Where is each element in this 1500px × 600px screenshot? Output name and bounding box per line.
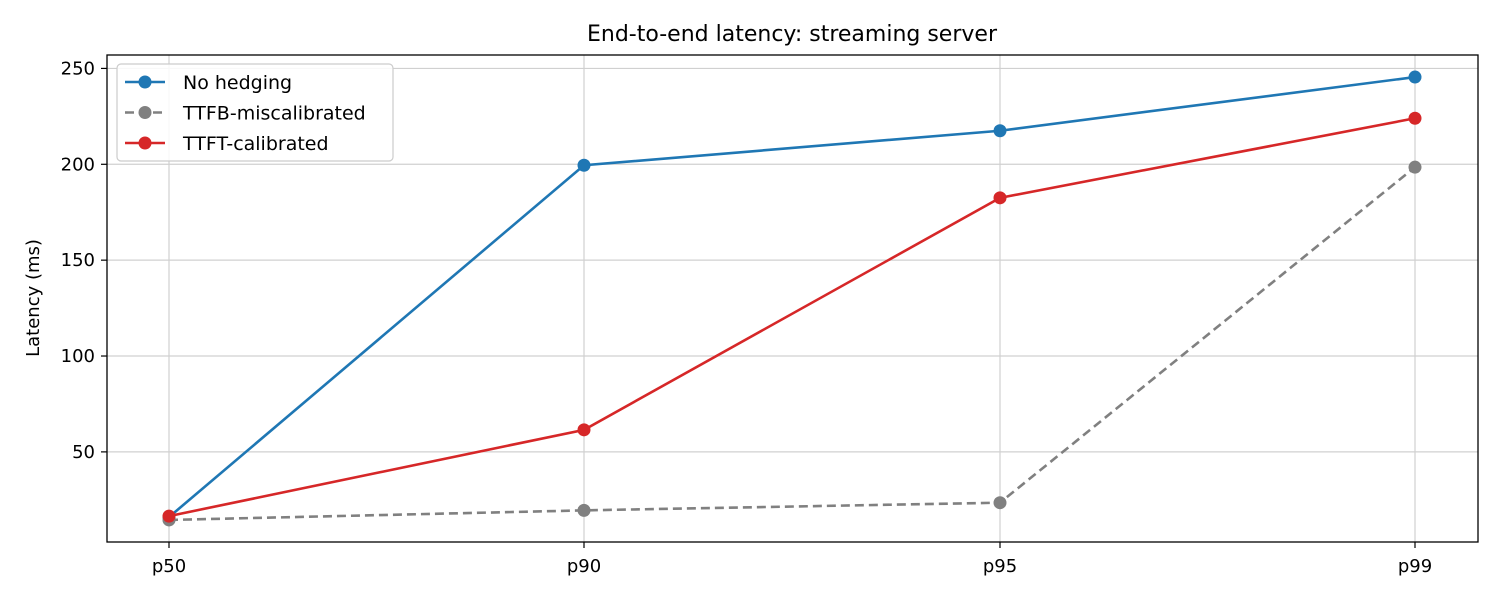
legend-swatch-marker [138, 136, 152, 150]
series-layer [162, 70, 1422, 527]
legend-item: TTFB-miscalibrated [125, 103, 366, 125]
y-axis-label: Latency (ms) [23, 239, 44, 357]
legend: No hedging TTFB-miscalibrated TTFT-calibra… [116, 63, 394, 162]
data-point [577, 503, 591, 517]
data-point [1408, 70, 1422, 84]
series-ttfb-miscalibrated [162, 160, 1422, 527]
x-tick-label: p90 [567, 556, 601, 577]
plot-area-frame [106, 54, 1479, 543]
legend-label: TTFB-miscalibrated [182, 103, 366, 125]
series-ttft-calibrated [162, 111, 1422, 523]
legend-swatch-marker [138, 106, 152, 119]
legend-item: TTFT-calibrated [125, 133, 329, 155]
legend-swatch-marker [138, 75, 152, 89]
y-tick-label: 250 [61, 58, 95, 79]
y-tick-label: 150 [61, 250, 95, 271]
legend-label: No hedging [183, 72, 292, 94]
y-axis: 50 100 150 200 250 [61, 58, 107, 463]
x-tick-label: p95 [983, 556, 1017, 577]
y-tick-label: 200 [61, 154, 95, 175]
data-point [577, 423, 591, 437]
y-tick-label: 50 [72, 442, 95, 463]
x-axis: p50 p90 p95 p99 [152, 542, 1432, 577]
x-tick-label: p99 [1398, 556, 1432, 577]
legend-box [116, 63, 394, 162]
data-point [577, 158, 591, 172]
data-point [993, 124, 1007, 138]
data-point [162, 509, 176, 523]
series-line [168, 116, 1416, 518]
series-line [168, 166, 1416, 522]
x-tick-label: p50 [152, 556, 186, 577]
series-line [168, 75, 1416, 519]
data-point [1408, 160, 1422, 174]
data-point [993, 191, 1007, 205]
legend-label: TTFT-calibrated [182, 133, 329, 155]
data-point [1408, 111, 1422, 125]
y-tick-label: 100 [61, 346, 95, 367]
chart-title: End-to-end latency: streaming server [587, 22, 998, 47]
data-point [993, 496, 1007, 510]
legend-item: No hedging [125, 72, 292, 94]
